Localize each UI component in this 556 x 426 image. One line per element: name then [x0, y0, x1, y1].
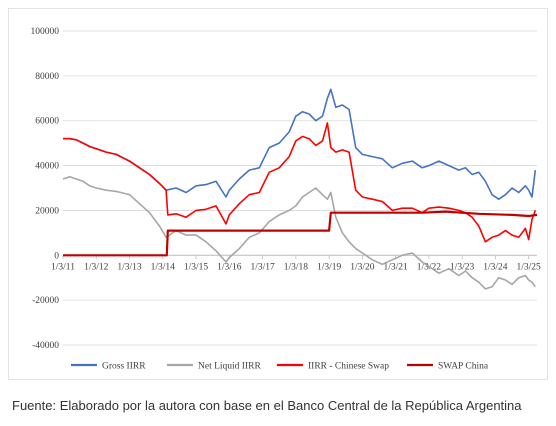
y-tick-label: 40000 [35, 162, 59, 172]
x-tick-label: 1/3/11 [51, 262, 75, 272]
series-line-gross-iirr [63, 88, 537, 200]
series-line-net-liquid-iirr [62, 176, 536, 290]
y-tick-label: -40000 [32, 341, 59, 351]
x-tick-label: 1/3/15 [184, 262, 209, 272]
y-tick-label: 80000 [35, 72, 59, 82]
y-tick-label: 100000 [31, 27, 60, 37]
legend-item: SWAP China [407, 362, 489, 372]
x-tick-label: 1/3/12 [84, 262, 109, 272]
source-caption: Fuente: Elaborado por la autora con base… [12, 398, 522, 413]
legend-item: Net Liquid IIRR [167, 362, 261, 372]
legend-item: IIRR - Chinese Swap [277, 362, 389, 372]
legend-item: Gross IIRR [71, 362, 146, 372]
y-tick-label: -20000 [32, 296, 59, 306]
x-tick-label: 1/3/13 [117, 262, 142, 272]
y-tick-label: 20000 [35, 206, 59, 216]
legend-label: Gross IIRR [102, 362, 146, 372]
x-tick-label: 1/3/23 [450, 262, 475, 272]
x-tick-label: 1/3/20 [350, 262, 375, 272]
series-line-swap-china [63, 210, 538, 257]
x-tick-label: 1/3/21 [383, 262, 408, 272]
x-tick-label: 1/3/25 [517, 262, 542, 272]
chart-frame: -40000 -20000 0 20000 40000 60000 80000 100000 1… [8, 8, 548, 380]
x-tick-label: 1/3/17 [250, 262, 275, 272]
line-chart: -40000 -20000 0 20000 40000 60000 80000 100000 1… [31, 27, 542, 372]
y-tick-label: 0 [54, 251, 59, 261]
legend-label: SWAP China [438, 362, 489, 372]
legend-label: Net Liquid IIRR [198, 362, 261, 372]
x-tick-label: 1/3/16 [217, 262, 242, 272]
legend-label: IIRR - Chinese Swap [308, 362, 389, 372]
x-tick-label: 1/3/14 [151, 262, 176, 272]
x-tick-label: 1/3/19 [317, 262, 342, 272]
series-line-iirr-chinese-swap [63, 122, 537, 243]
x-tick-label: 1/3/24 [483, 262, 508, 272]
x-tick-label: 1/3/18 [284, 262, 309, 272]
y-tick-label: 60000 [35, 117, 59, 127]
